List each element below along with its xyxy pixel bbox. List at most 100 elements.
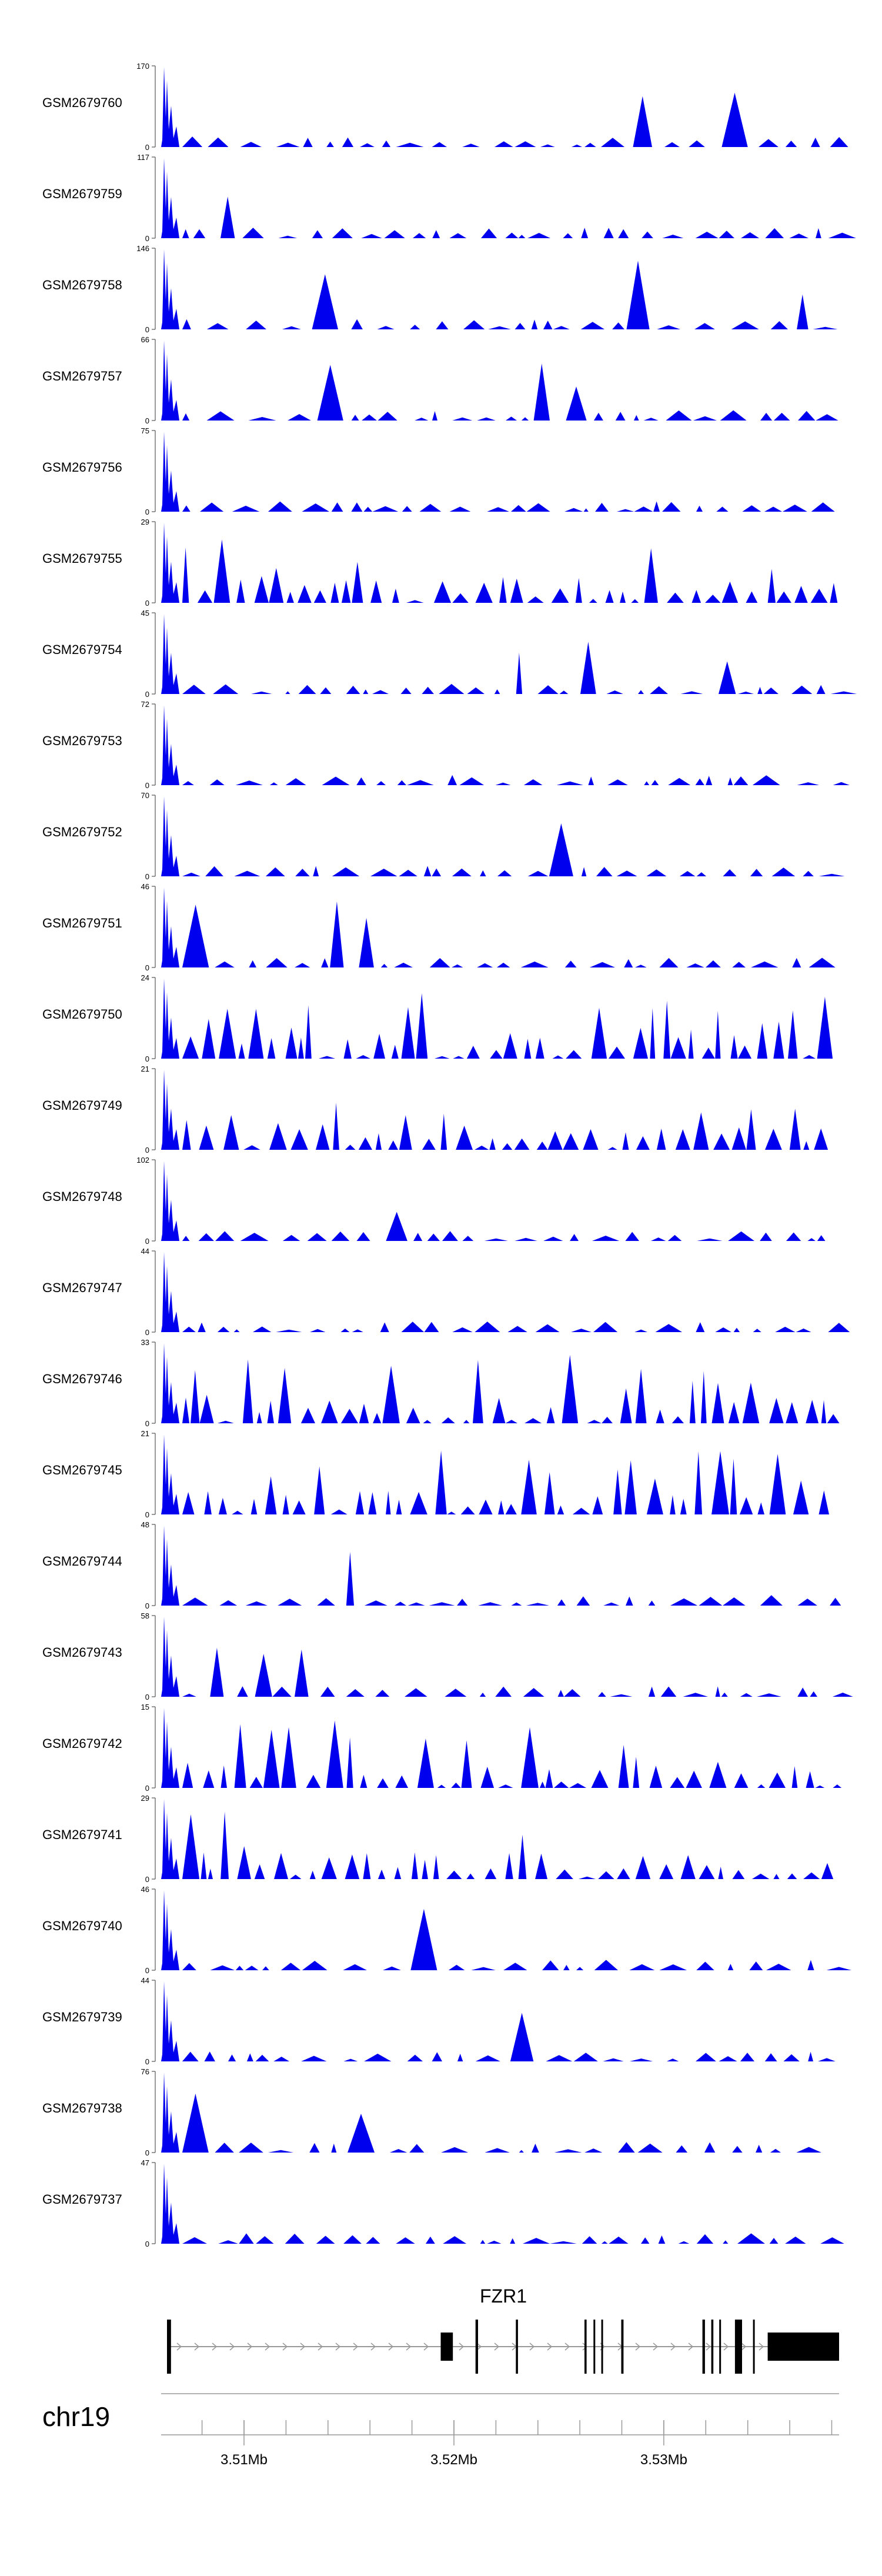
y-min-label: 0 xyxy=(145,1601,149,1610)
y-max-label: 29 xyxy=(141,518,149,526)
coverage-area xyxy=(161,614,857,694)
y-max-label: 21 xyxy=(141,1429,149,1438)
coverage-area xyxy=(161,1343,840,1423)
y-max-label: 46 xyxy=(141,1885,149,1894)
coverage-area xyxy=(161,1434,839,1514)
genome-axis: chr19 3.51Mb 3.52Mb 3.53Mb xyxy=(42,2393,839,2468)
track-GSM2679747: GSM2679747 44 0 xyxy=(42,1247,850,1337)
coverage-area xyxy=(161,1617,853,1697)
y-min-label: 0 xyxy=(145,1146,149,1154)
strand-arrow-icon xyxy=(370,2343,376,2351)
strand-arrow-icon xyxy=(582,2343,588,2351)
exon xyxy=(753,2320,755,2374)
y-max-label: 102 xyxy=(136,1156,149,1164)
strand-arrow-icon xyxy=(529,2343,535,2351)
track-label: GSM2679744 xyxy=(42,1554,122,1569)
track-GSM2679745: GSM2679745 21 0 xyxy=(42,1429,839,1519)
track-label: GSM2679739 xyxy=(42,2010,122,2024)
strand-arrow-icon xyxy=(353,2343,359,2351)
y-min-label: 0 xyxy=(145,1875,149,1884)
track-label: GSM2679749 xyxy=(42,1098,122,1113)
y-min-label: 0 xyxy=(145,416,149,425)
strand-arrow-icon xyxy=(212,2343,218,2351)
track-GSM2679760: GSM2679760 170 0 xyxy=(42,62,848,152)
y-max-label: 66 xyxy=(141,335,149,344)
y-min-label: 0 xyxy=(145,1419,149,1428)
coverage-area xyxy=(161,1890,851,1970)
y-max-label: 170 xyxy=(136,62,149,71)
strand-arrow-icon xyxy=(300,2343,306,2351)
track-GSM2679749: GSM2679749 21 0 xyxy=(42,1065,839,1154)
y-max-label: 117 xyxy=(137,153,149,162)
coverage-area xyxy=(161,432,839,512)
y-max-label: 21 xyxy=(141,1065,149,1073)
exon xyxy=(601,2320,603,2374)
coverage-area xyxy=(161,1526,841,1606)
track-label: GSM2679748 xyxy=(42,1189,122,1204)
exon xyxy=(719,2320,721,2374)
y-max-label: 47 xyxy=(141,2158,149,2167)
track-label: GSM2679756 xyxy=(42,460,122,475)
track-label: GSM2679760 xyxy=(42,95,122,110)
strand-arrow-icon xyxy=(635,2343,641,2351)
exon xyxy=(584,2320,587,2374)
track-label: GSM2679747 xyxy=(42,1280,122,1295)
x-tick-label: 3.51Mb xyxy=(220,2452,268,2468)
track-label: GSM2679758 xyxy=(42,278,122,292)
track-label: GSM2679743 xyxy=(42,1645,122,1660)
strand-arrow-icon xyxy=(247,2343,253,2351)
coverage-area xyxy=(161,2073,839,2153)
strand-arrow-icon xyxy=(176,2343,182,2351)
coverage-area xyxy=(161,887,839,967)
y-max-label: 58 xyxy=(141,1611,149,1620)
x-tick-label: 3.53Mb xyxy=(640,2452,687,2468)
track-label: GSM2679750 xyxy=(42,1007,122,1022)
strand-arrow-icon xyxy=(688,2343,694,2351)
track-label: GSM2679751 xyxy=(42,916,122,930)
y-min-label: 0 xyxy=(145,1055,149,1063)
y-max-label: 24 xyxy=(141,973,149,982)
track-label: GSM2679752 xyxy=(42,825,122,839)
track-label: GSM2679755 xyxy=(42,551,122,566)
strand-arrow-icon xyxy=(723,2343,729,2351)
y-min-label: 0 xyxy=(145,325,149,334)
exon xyxy=(702,2320,705,2374)
exon xyxy=(167,2320,171,2374)
strand-arrow-icon xyxy=(706,2343,711,2351)
coverage-area xyxy=(161,158,856,238)
exon xyxy=(767,2333,839,2361)
track-label: GSM2679742 xyxy=(42,1736,122,1751)
coverage-area xyxy=(161,1252,850,1332)
y-min-label: 0 xyxy=(145,1966,149,1975)
exon xyxy=(475,2320,478,2374)
track-label: GSM2679740 xyxy=(42,1918,122,1933)
y-min-label: 0 xyxy=(145,234,149,243)
track-GSM2679752: GSM2679752 70 0 xyxy=(42,791,845,881)
exon xyxy=(516,2320,518,2374)
y-min-label: 0 xyxy=(145,1693,149,1701)
chromosome-label: chr19 xyxy=(42,2401,110,2432)
y-max-label: 44 xyxy=(141,1247,149,1256)
strand-arrow-icon xyxy=(670,2343,676,2351)
track-label: GSM2679759 xyxy=(42,186,122,201)
strand-arrow-icon xyxy=(741,2343,747,2351)
y-min-label: 0 xyxy=(145,2240,149,2248)
coverage-area xyxy=(161,796,845,876)
coverage-area xyxy=(161,979,839,1059)
track-GSM2679755: GSM2679755 29 0 xyxy=(42,518,839,608)
track-GSM2679742: GSM2679742 15 0 xyxy=(42,1703,842,1793)
track-label: GSM2679737 xyxy=(42,2192,122,2207)
track-GSM2679753: GSM2679753 72 0 xyxy=(42,700,850,790)
track-GSM2679756: GSM2679756 75 0 xyxy=(42,426,839,516)
coverage-area xyxy=(161,1708,842,1788)
track-GSM2679759: GSM2679759 117 0 xyxy=(42,153,856,243)
track-label: GSM2679753 xyxy=(42,733,122,748)
track-label: GSM2679754 xyxy=(42,642,122,657)
track-GSM2679744: GSM2679744 48 0 xyxy=(42,1520,841,1610)
track-label: GSM2679757 xyxy=(42,369,122,383)
strand-arrow-icon xyxy=(388,2343,394,2351)
exon xyxy=(711,2320,714,2374)
y-max-label: 75 xyxy=(141,426,149,435)
track-label: GSM2679741 xyxy=(42,1827,122,1842)
y-min-label: 0 xyxy=(145,872,149,881)
